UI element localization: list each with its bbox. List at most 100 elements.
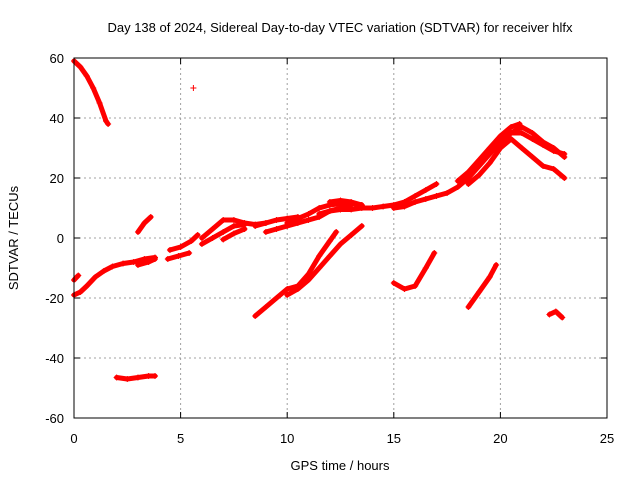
- data-point: [390, 205, 397, 211]
- series-arc-19: [465, 136, 568, 187]
- data-point: [284, 286, 291, 292]
- y-tick-label: 40: [50, 111, 64, 126]
- data-point: [120, 260, 127, 267]
- grid-lines: [74, 58, 607, 418]
- data-point: [401, 286, 408, 292]
- data-point: [194, 232, 201, 238]
- data-point: [476, 157, 483, 163]
- x-tick-label: 20: [493, 431, 507, 446]
- data-point: [476, 289, 483, 295]
- data-point: [390, 280, 397, 286]
- data-point: [284, 292, 291, 298]
- data-point: [433, 181, 440, 187]
- data-point: [412, 283, 419, 289]
- series-track: [284, 223, 365, 298]
- data-point: [401, 203, 408, 210]
- data-point: [508, 136, 515, 142]
- data-point: [518, 130, 525, 136]
- series-arc-16: [316, 181, 440, 217]
- data-point: [186, 250, 193, 256]
- data-point: [262, 304, 269, 310]
- data-point: [166, 247, 173, 253]
- data-point: [465, 304, 472, 310]
- data-point: [83, 283, 90, 289]
- data-point: [326, 199, 333, 205]
- data-point: [262, 220, 269, 226]
- data-point: [337, 241, 344, 247]
- series-track: [327, 198, 365, 208]
- data-point: [316, 205, 323, 211]
- data-point: [454, 184, 461, 190]
- data-point: [134, 262, 141, 268]
- data-point: [546, 311, 553, 318]
- y-tick-labels: -60 -40 -20 0 20 40 60: [45, 51, 64, 426]
- data-point: [198, 241, 205, 247]
- data-point: [358, 202, 365, 208]
- data-point: [550, 145, 557, 151]
- data-point: [486, 160, 493, 166]
- data-point: [326, 238, 333, 244]
- series-track: [167, 232, 201, 253]
- data-point: [422, 265, 429, 271]
- x-tick-label: 10: [280, 431, 294, 446]
- data-point: [433, 193, 440, 199]
- y-tick-label: 20: [50, 171, 64, 186]
- data-point: [141, 220, 148, 226]
- data-point: [444, 190, 451, 196]
- data-point: [508, 124, 515, 130]
- data-point: [147, 214, 154, 220]
- data-point: [273, 295, 280, 301]
- data-point: [220, 217, 227, 223]
- series-arc-12: [220, 226, 248, 243]
- series-arc-4: [113, 373, 159, 382]
- data-point: [77, 289, 84, 295]
- data-point: [92, 274, 99, 280]
- data-point: [273, 226, 280, 232]
- data-point: [109, 263, 116, 270]
- series-track: [71, 273, 81, 283]
- data-point: [273, 217, 280, 223]
- x-tick-label: 25: [600, 431, 614, 446]
- data-point: [305, 217, 312, 223]
- data-point: [152, 373, 159, 379]
- data-point: [220, 236, 227, 243]
- data-point: [333, 229, 340, 235]
- data-point: [77, 64, 84, 70]
- data-point: [561, 175, 568, 181]
- data-point: [559, 314, 566, 321]
- data-point: [412, 199, 419, 205]
- data-point: [209, 226, 216, 232]
- data-point: [465, 175, 472, 181]
- data-point: [422, 196, 429, 202]
- data-point: [190, 85, 197, 91]
- data-point: [497, 139, 504, 145]
- series-arc-26: [546, 308, 566, 321]
- data-point: [188, 238, 195, 244]
- data-point: [348, 199, 355, 205]
- data-point: [305, 277, 312, 283]
- data-point: [284, 220, 291, 226]
- data-point: [518, 145, 525, 151]
- series-track: [465, 136, 567, 187]
- data-series: [71, 58, 568, 382]
- data-point: [198, 235, 205, 241]
- series-arc-11: [198, 221, 248, 247]
- plot-border: [73, 57, 608, 419]
- data-point: [337, 206, 344, 213]
- data-point: [561, 154, 568, 160]
- series-track: [465, 262, 499, 310]
- y-tick-label: -60: [45, 411, 64, 426]
- data-point: [230, 217, 237, 223]
- data-point: [529, 154, 536, 160]
- data-point: [476, 172, 483, 178]
- data-point: [152, 256, 159, 262]
- data-point: [348, 232, 355, 238]
- series-arc-21: [508, 124, 568, 160]
- data-point: [486, 145, 493, 151]
- data-point: [75, 272, 82, 279]
- data-point: [252, 223, 259, 229]
- x-tick-label: 0: [70, 431, 77, 446]
- data-point: [326, 208, 333, 214]
- data-point: [145, 259, 152, 265]
